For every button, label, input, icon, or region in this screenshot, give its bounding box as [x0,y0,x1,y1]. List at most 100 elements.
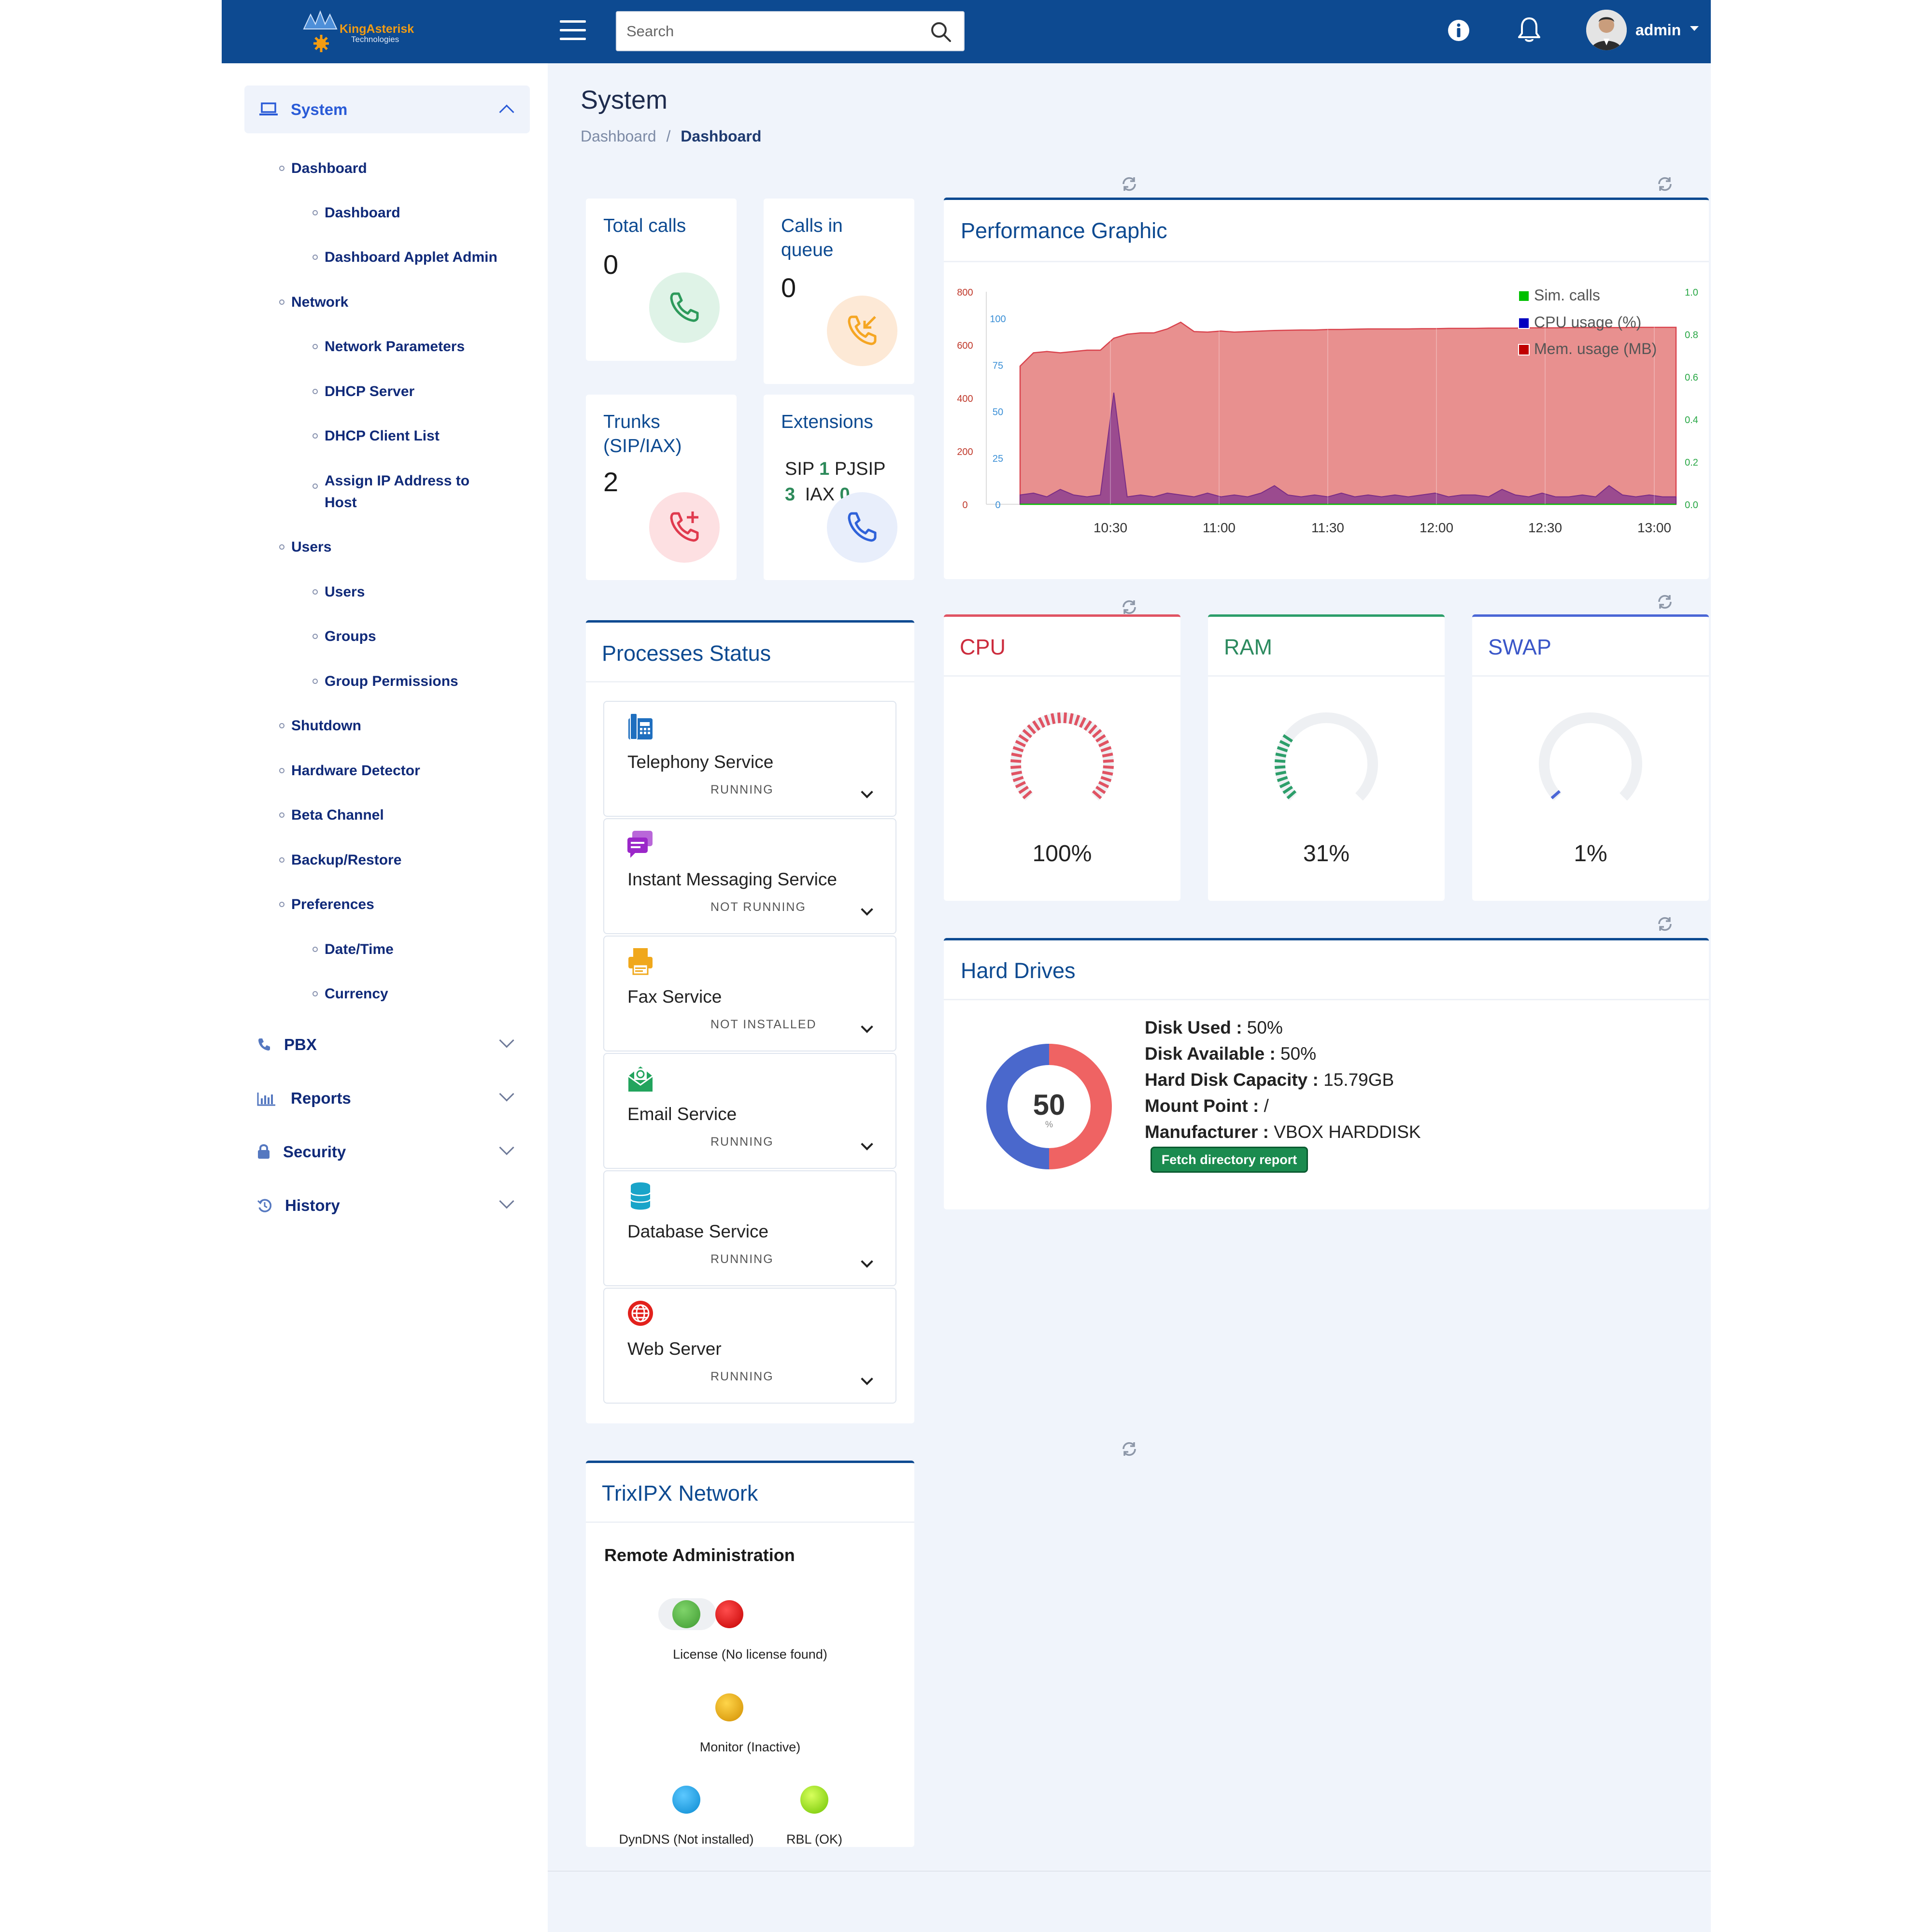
refresh-icon[interactable] [1121,175,1138,193]
chevron-down-icon[interactable] [861,1373,873,1385]
disk-info-label: Disk Available : [1145,1044,1276,1064]
gauge-tick [1275,770,1287,776]
gauge-tick [1277,746,1288,753]
fetch-directory-report-button[interactable]: Fetch directory report [1151,1147,1308,1173]
calls-queue-value: 0 [781,272,796,303]
dyndns-label: DynDNS (Not installed) [619,1832,754,1847]
breadcrumb-link[interactable]: Dashboard [581,128,656,145]
gauge-track [1539,712,1642,801]
sidebar-subitem-label: DHCP Client List [325,428,440,444]
chevron-down-icon[interactable] [861,1021,873,1033]
sidebar-item-history[interactable]: History [244,1190,530,1224]
bell-icon[interactable] [1517,16,1542,44]
chevron-down-icon[interactable] [861,1138,873,1151]
menu-toggle-button[interactable] [560,19,586,42]
logo-name: KingAsterisk [340,22,414,36]
chevron-down-icon[interactable] [861,1255,873,1268]
logo[interactable]: KingAsterisk Technologies [299,8,415,56]
chevron-down-icon[interactable] [499,1086,514,1102]
refresh-icon[interactable] [1656,175,1674,193]
gauge-dial [1539,712,1642,801]
sidebar-item-pbx[interactable]: PBX [244,1029,530,1063]
gauge-tick [1088,724,1097,735]
refresh-icon[interactable] [1121,598,1138,616]
bullet-icon [279,544,284,550]
gauge-title: RAM [1224,635,1272,659]
lock-icon [258,1144,270,1159]
user-menu-caret-icon[interactable] [1690,26,1699,31]
refresh-icon[interactable] [1121,1440,1138,1458]
performance-panel: Performance Graphic 800 600 400 200 0 100 75 50… [944,198,1709,579]
process-status: RUNNING [710,1370,774,1383]
process-item[interactable]: Email Service RUNNING [603,1053,896,1169]
dyndns-indicator [672,1786,700,1814]
sidebar-subitem-label: Preferences [291,896,374,912]
chevron-down-icon[interactable] [861,903,873,916]
add-call-icon [649,492,720,563]
chevron-down-icon[interactable] [499,1033,514,1048]
disk-used-slice [1049,1044,1112,1169]
y-tick-label-calls: 0.0 [1685,500,1698,511]
refresh-icon[interactable] [1656,915,1674,933]
bullet-icon [313,255,318,260]
chevron-up-icon[interactable] [499,104,514,120]
refresh-icon[interactable] [1656,593,1674,611]
y-tick-label-mem: 600 [957,341,973,351]
process-item[interactable]: Web Server RUNNING [603,1288,896,1404]
panel-title: Hard Drives [961,958,1076,983]
sidebar-item-system[interactable]: System [244,85,530,133]
extensions-label: Extensions [781,412,873,432]
process-item[interactable]: Telephony Service RUNNING [603,701,896,817]
disk-info-value: 15.79GB [1323,1070,1394,1090]
bullet-icon [279,857,284,863]
y-tick-label-mem: 0 [962,500,967,511]
search-input[interactable] [626,19,916,44]
bullet-icon [279,166,284,171]
search-icon[interactable] [930,21,952,43]
user-name[interactable]: admin [1635,21,1681,39]
chevron-down-icon[interactable] [499,1193,514,1209]
license-green-indicator [672,1600,700,1628]
chevron-down-icon[interactable] [499,1140,514,1155]
globe-icon [628,1301,653,1326]
disk-info-label: Disk Used : [1145,1018,1242,1037]
disk-info-value: / [1264,1096,1269,1116]
info-icon[interactable] [1447,19,1470,42]
process-status: NOT INSTALLED [710,1018,817,1031]
process-item[interactable]: Database Service RUNNING [603,1170,896,1286]
bullet-icon [313,991,318,996]
calls-queue-label: Calls in queue [781,215,843,260]
calls-queue-card: Calls in queue 0 [764,199,914,384]
user-avatar-icon [1586,10,1627,50]
gauge-value: 100% [1032,841,1092,867]
total-calls-card: Total calls 0 [586,199,737,361]
panel-title: Performance Graphic [961,218,1167,243]
process-status: RUNNING [710,1135,774,1149]
legend-swatch [1518,290,1530,302]
y-tick-label-calls: 0.8 [1685,330,1698,341]
process-item[interactable]: Instant Messaging Service NOT RUNNING [603,818,896,934]
sidebar-item-label: History [285,1196,340,1214]
y-tick-label-mem: 800 [957,287,973,298]
gauge-tick [1011,753,1023,758]
main-content: System Dashboard / Dashboard Total calls… [548,63,1711,1932]
sidebar-item-reports[interactable]: Reports [244,1083,530,1117]
breadcrumb-current: Dashboard [681,128,762,145]
telephone-icon [628,713,653,740]
process-name: Telephony Service [627,752,774,772]
disk-info-line: Manufacturer : VBOX HARDDISK [1145,1122,1421,1142]
gauge-tick [1095,734,1106,743]
process-item[interactable]: Fax Service NOT INSTALLED [603,936,896,1051]
gauge-tick [1098,781,1109,789]
panel-title: TrixIPX Network [602,1481,758,1506]
chevron-down-icon[interactable] [861,786,873,798]
disk-donut-unit: % [1045,1120,1053,1129]
sidebar-item-security[interactable]: Security [244,1136,530,1170]
gauge-value: 1% [1574,841,1607,867]
printer-icon [628,948,653,975]
sidebar-item-label: Security [283,1143,346,1161]
processes-panel: Processes Status Telephony Service RUNNI… [586,620,914,1423]
x-tick-label: 10:30 [1094,520,1127,535]
avatar[interactable] [1586,10,1627,50]
gauge-tick [1095,785,1106,794]
